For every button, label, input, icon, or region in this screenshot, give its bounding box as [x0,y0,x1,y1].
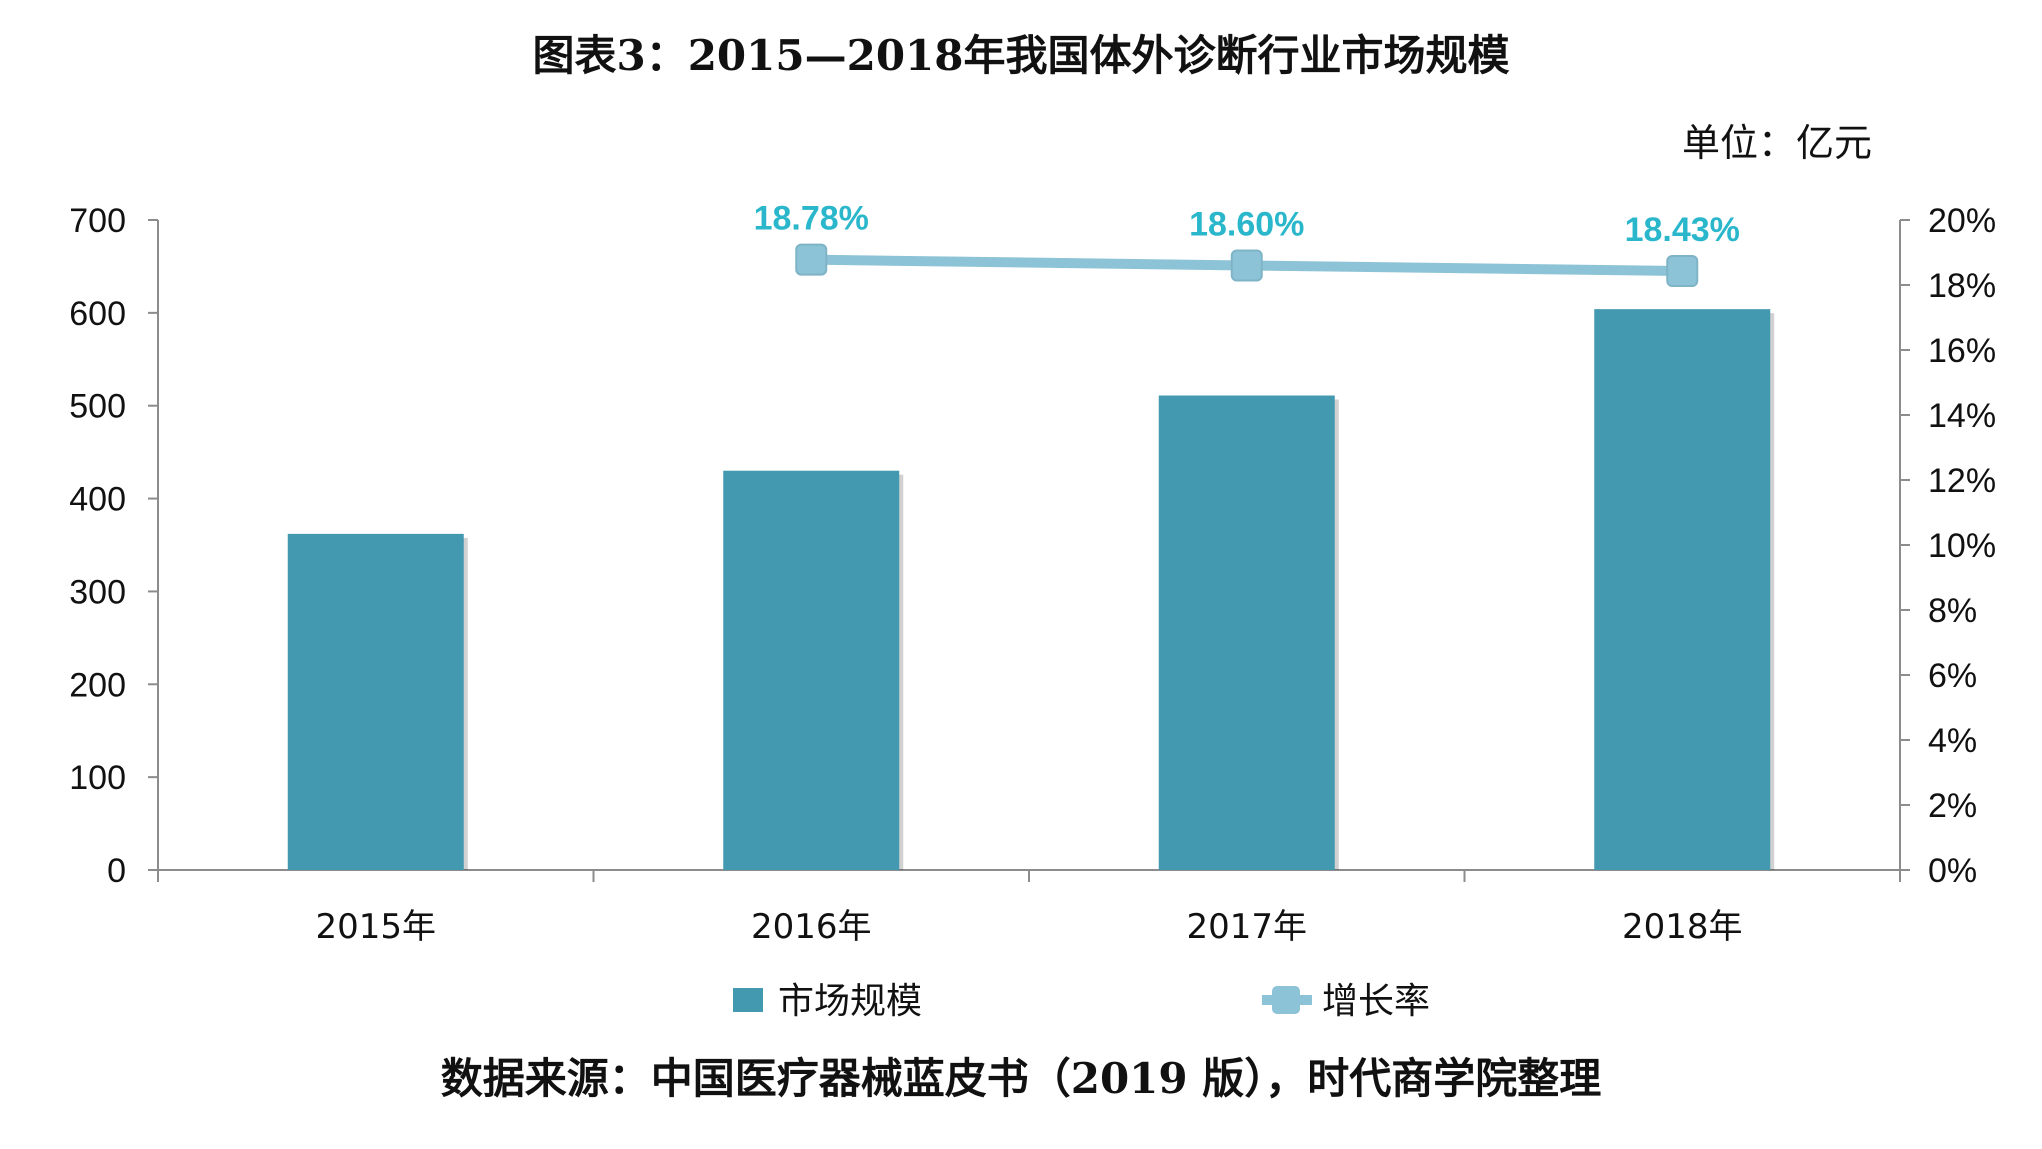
growth-rate-marker [795,243,828,276]
right-tick-label: 14% [1928,397,1996,435]
growth-rate-marker [1230,249,1263,282]
right-tick-label: 10% [1928,527,1996,565]
right-tick-label: 20% [1928,202,1996,240]
legend-label-bar: 市场规模 [778,981,922,1022]
growth-rate-data-label: 18.43% [1625,211,1740,249]
growth-rate-marker [1666,255,1699,288]
chart-title: 图表3：2015—2018年我国体外诊断行业市场规模 [532,31,1510,80]
right-tick-label: 16% [1928,332,1996,370]
data-source: 数据来源：中国医疗器械蓝皮书（2019 版），时代商学院整理 [440,1054,1602,1103]
left-tick-label: 300 [69,573,126,611]
right-tick-label: 2% [1928,787,1977,825]
left-tick-label: 400 [69,481,126,519]
category-label: 2016年 [751,907,872,947]
category-label: 2017年 [1186,907,1307,947]
bar [1594,309,1771,871]
legend-swatch-marker [1272,986,1300,1014]
left-tick-label: 200 [69,666,126,704]
right-tick-label: 12% [1928,462,1996,500]
bar [287,533,464,870]
right-tick-label: 0% [1928,852,1977,890]
unit-label: 单位：亿元 [1681,121,1872,165]
legend-label-line: 增长率 [1322,981,1430,1022]
left-tick-label: 700 [69,202,126,240]
left-tick-label: 0 [107,852,126,890]
left-tick-label: 500 [69,388,126,426]
growth-rate-data-label: 18.78% [754,200,869,238]
left-tick-label: 600 [69,295,126,333]
left-tick-label: 100 [69,759,126,797]
bar [723,470,900,870]
growth-rate-data-label: 18.60% [1189,206,1304,244]
right-tick-label: 18% [1928,267,1996,305]
right-tick-label: 4% [1928,722,1977,760]
right-tick-label: 8% [1928,592,1977,630]
bar [1158,395,1335,870]
category-label: 2015年 [315,907,436,947]
right-tick-label: 6% [1928,657,1977,695]
category-label: 2018年 [1622,907,1743,947]
legend-swatch-bar [733,988,763,1012]
